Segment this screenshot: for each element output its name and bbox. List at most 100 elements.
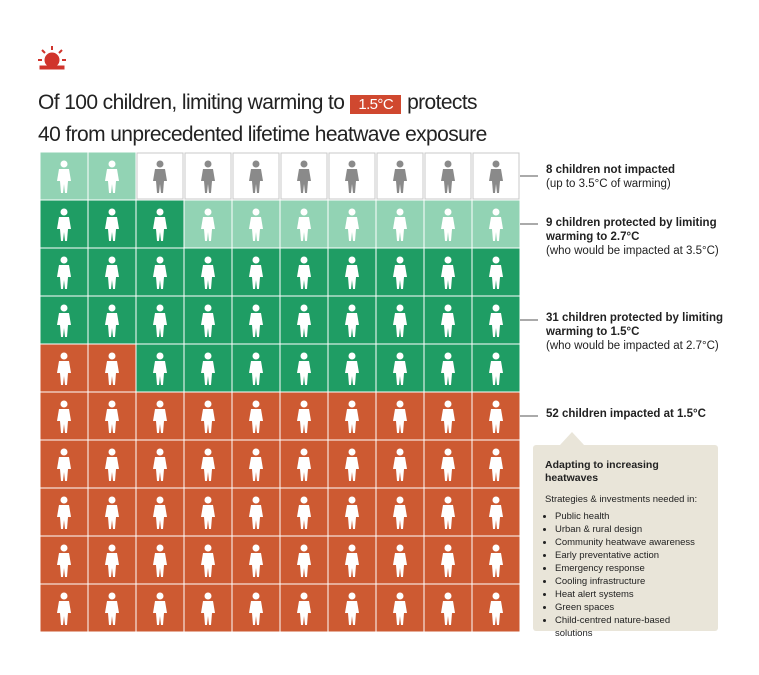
child-icon <box>153 352 167 385</box>
icon-head <box>108 352 116 360</box>
icon-body <box>105 217 119 241</box>
icon-head <box>156 400 164 408</box>
icon-head <box>204 448 212 456</box>
icon-body <box>105 169 119 193</box>
icon-head <box>156 496 164 504</box>
child-icon <box>297 352 311 385</box>
child-icon <box>105 208 119 241</box>
icon-head <box>252 304 260 312</box>
icon-head <box>204 352 212 360</box>
icon-body <box>489 457 503 481</box>
icon-body <box>249 457 263 481</box>
icon-head <box>156 160 164 168</box>
icon-head <box>60 448 68 456</box>
sun-icon <box>38 46 66 70</box>
icon-head <box>156 448 164 456</box>
icon-head <box>300 208 308 216</box>
panel-list: Public healthUrban & rural designCommuni… <box>545 510 708 640</box>
icon-body <box>249 313 263 337</box>
child-icon <box>297 208 311 241</box>
icon-body <box>249 601 263 625</box>
series-label: 31 children protected by limiting warmin… <box>546 311 731 353</box>
icon-head <box>444 592 452 600</box>
child-icon <box>57 160 71 193</box>
icon-body <box>201 457 215 481</box>
icon-head <box>204 400 212 408</box>
icon-head <box>396 592 404 600</box>
icon-body <box>393 553 407 577</box>
icon-head <box>348 400 356 408</box>
child-icon <box>201 304 215 337</box>
icon-body <box>201 313 215 337</box>
icon-body <box>153 265 167 289</box>
icon-head <box>108 256 116 264</box>
icon-head <box>300 160 308 168</box>
child-icon <box>345 544 359 577</box>
icon-head <box>396 256 404 264</box>
icon-body <box>297 409 311 433</box>
child-icon <box>345 448 359 481</box>
child-icon <box>297 592 311 625</box>
icon-body <box>297 265 311 289</box>
child-icon <box>345 400 359 433</box>
child-icon <box>489 304 503 337</box>
icon-head <box>348 448 356 456</box>
child-icon <box>105 304 119 337</box>
icon-body <box>153 457 167 481</box>
icon-head <box>252 160 260 168</box>
icon-head <box>108 544 116 552</box>
child-icon <box>393 352 407 385</box>
icon-head <box>60 352 68 360</box>
icon-body <box>393 457 407 481</box>
icon-head <box>252 208 260 216</box>
icon-head <box>252 256 260 264</box>
icon-head <box>60 304 68 312</box>
icon-head <box>444 208 452 216</box>
icon-head <box>300 304 308 312</box>
icon-head <box>108 448 116 456</box>
icon-body <box>201 505 215 529</box>
icon-head <box>492 544 500 552</box>
child-icon <box>249 352 263 385</box>
child-icon <box>249 256 263 289</box>
icon-body <box>105 361 119 385</box>
series-label: 9 children protected by limiting warming… <box>546 216 731 258</box>
icon-body <box>297 457 311 481</box>
series-note: (up to 3.5°C of warming) <box>546 178 671 190</box>
icon-head <box>60 592 68 600</box>
icon-head <box>60 544 68 552</box>
icon-head <box>300 544 308 552</box>
icon-body <box>345 457 359 481</box>
icon-body <box>105 457 119 481</box>
icon-body <box>201 601 215 625</box>
icon-body <box>153 217 167 241</box>
icon-head <box>156 592 164 600</box>
icon-body <box>57 265 71 289</box>
icon-body <box>297 601 311 625</box>
child-icon <box>153 304 167 337</box>
icon-body <box>489 313 503 337</box>
series-note: (who would be impacted at 3.5°C) <box>546 245 719 257</box>
child-icon <box>393 400 407 433</box>
icon-head <box>300 592 308 600</box>
title-text: Of 100 children, limiting warming to <box>38 91 345 114</box>
icon-body <box>393 505 407 529</box>
icon-head <box>204 496 212 504</box>
child-icon <box>201 496 215 529</box>
icon-body <box>105 601 119 625</box>
icon-body <box>489 169 503 193</box>
icon-head <box>204 208 212 216</box>
icon-head <box>156 544 164 552</box>
icon-head <box>60 400 68 408</box>
icon-body <box>393 361 407 385</box>
icon-head <box>204 592 212 600</box>
strategy-panel: Adapting to increasing heatwaves Strateg… <box>533 445 718 639</box>
child-icon <box>393 496 407 529</box>
child-icon <box>105 400 119 433</box>
icon-body <box>489 409 503 433</box>
child-icon <box>441 592 455 625</box>
icon-body <box>489 361 503 385</box>
icon-body <box>153 409 167 433</box>
icon-head <box>396 352 404 360</box>
icon-head <box>348 496 356 504</box>
